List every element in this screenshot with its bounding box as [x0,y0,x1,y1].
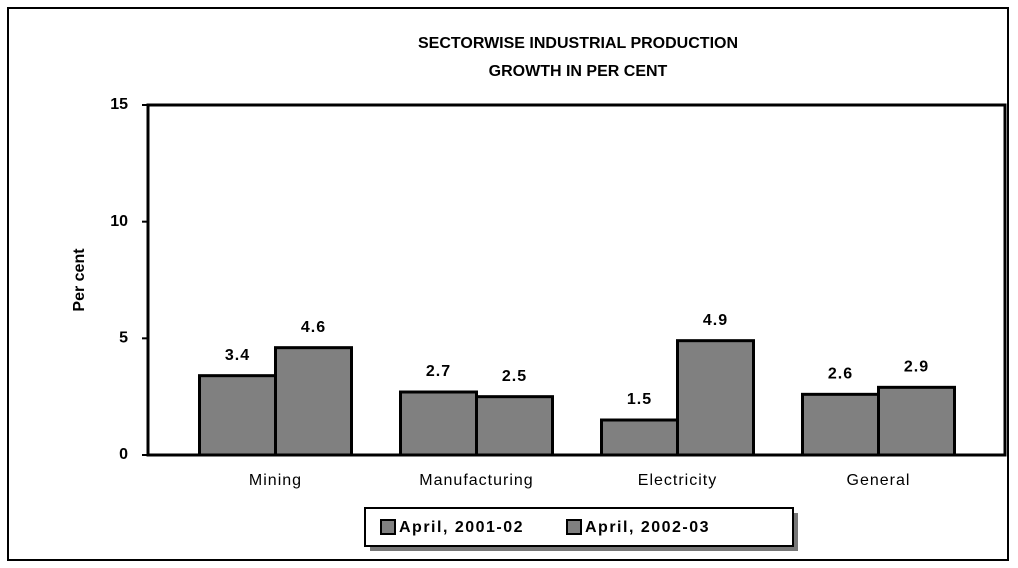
legend-label: April, 2001-02 [399,519,524,536]
y-tick-label: 5 [119,330,128,347]
plot-frame [146,103,1007,457]
bar [475,395,554,457]
data-label: 2.6 [828,366,853,383]
legend-swatch [380,519,396,535]
bar [399,390,478,457]
y-tick-label: 15 [110,96,128,113]
y-axis-label: Per cent [71,248,88,312]
data-label: 4.9 [703,312,728,329]
chart-subtitle: GROWTH IN PER CENT [489,63,668,80]
data-label: 2.5 [502,368,527,385]
legend-label: April, 2002-03 [585,519,710,536]
data-label: 1.5 [627,391,652,408]
bar [274,346,353,457]
bar [877,385,956,457]
x-tick-label: Mining [249,472,302,489]
x-tick-label: Manufacturing [419,472,533,489]
y-tick-label: 10 [110,213,128,230]
bar [801,392,880,457]
y-tick-label: 0 [119,446,128,463]
data-label: 2.9 [904,359,929,376]
data-label: 4.6 [301,319,326,336]
bar [600,418,679,457]
chart-frame [7,7,1009,561]
bar [198,374,277,457]
bar [676,339,755,457]
x-tick-label: General [847,472,911,489]
data-label: 2.7 [426,363,451,380]
legend-swatch [566,519,582,535]
x-tick-label: Electricity [638,472,717,489]
chart-title: SECTORWISE INDUSTRIAL PRODUCTION [418,35,738,52]
data-label: 3.4 [225,347,250,364]
